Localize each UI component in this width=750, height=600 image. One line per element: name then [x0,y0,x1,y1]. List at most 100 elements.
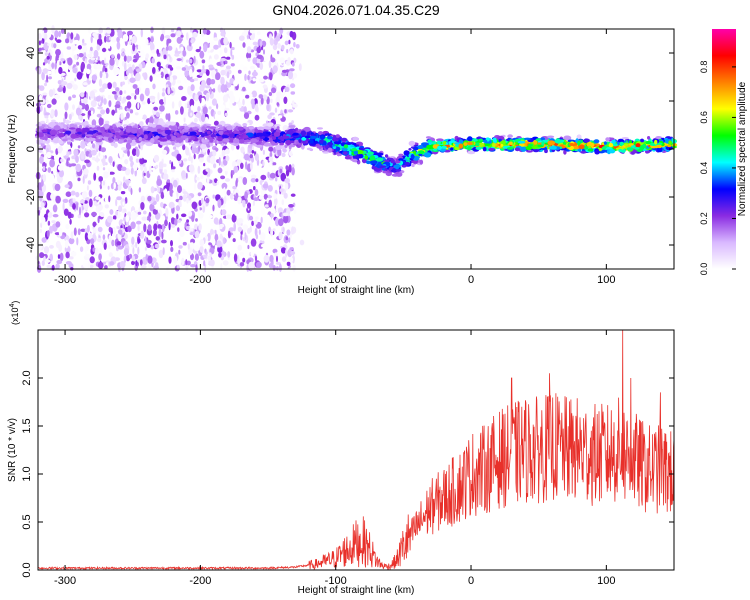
spectrogram-noise-cell [153,106,159,111]
spectrogram-noise-cell [231,54,235,60]
spectrogram-noise-cell [156,61,161,68]
spectrogram-noise-cell [243,112,250,119]
spectrogram-noise-cell [213,163,217,169]
spectrogram-noise-cell [168,256,172,264]
spectrogram-noise-cell [199,156,204,163]
spectrogram-noise-cell [225,65,231,70]
spectrogram-noise-cell [80,228,86,232]
spectrogram-noise-cell [102,157,106,167]
spectrogram-signal-cell [164,129,172,135]
spectrogram-signal-cell [62,138,68,142]
spectrogram-noise-cell [160,71,164,79]
spectrogram-signal-cell [324,133,332,136]
spectrogram-signal-cell [243,135,249,139]
spectrogram-noise-cell [270,57,276,63]
spectrogram-signal-cell [342,151,348,155]
spectrogram-signal-cell [132,125,139,128]
spectrogram-noise-cell [68,96,72,101]
spectrogram-noise-cell [135,52,140,61]
spectrogram-noise-cell [111,91,117,95]
spectrogram-noise-cell [104,265,108,270]
spectrogram-noise-cell [190,228,194,232]
spectrogram-noise-cell [280,247,287,254]
spectrogram-noise-cell [54,62,57,70]
spectrogram-signal-cell [351,158,358,163]
spectrogram-noise-cell [290,193,296,197]
spectrogram-noise-cell [248,70,251,75]
spectrogram-noise-cell [65,144,71,150]
spectrogram-y-tick-label: -20 [25,189,37,205]
spectrogram-noise-cell [231,263,236,270]
spectrogram-noise-cell [108,156,113,164]
spectrogram-noise-cell [249,28,255,34]
spectrogram-noise-cell [167,64,172,69]
spectrogram-noise-cell [181,67,187,71]
spectrogram-noise-cell [254,114,260,121]
spectrogram-signal-cell [384,167,388,172]
spectrogram-noise-cell [161,239,167,244]
spectrogram-signal-cell [288,125,296,128]
spectrogram-noise-cell [115,87,120,92]
spectrogram-signal-cell [286,129,294,135]
spectrogram-noise-cell [227,251,231,258]
spectrogram-noise-cell [76,237,79,246]
spectrogram-signal-cell [572,145,580,150]
spectrogram-noise-cell [49,245,54,249]
spectrogram-noise-cell [220,161,224,167]
spectrogram-noise-cell [91,74,98,81]
spectrogram-signal-cell [645,141,652,145]
spectrogram-signal-cell [601,149,607,153]
spectrogram-noise-cell [260,40,263,47]
spectrogram-noise-cell [176,58,182,62]
spectrogram-noise-cell [85,253,90,258]
spectrogram-signal-cell [458,143,464,149]
spectrogram-noise-cell [102,180,106,186]
spectrogram-noise-cell [190,84,195,92]
spectrogram-noise-cell [251,90,258,98]
spectrogram-noise-cell [255,57,261,64]
spectrogram-noise-cell [92,221,97,228]
spectrogram-noise-cell [129,77,136,83]
spectrogram-noise-cell [239,177,242,185]
spectrogram-noise-cell [217,245,223,253]
spectrogram-noise-cell [267,195,273,199]
spectrogram-noise-cell [41,179,44,187]
spectrogram-noise-cell [281,69,288,73]
spectrogram-noise-cell [288,39,291,45]
spectrogram-noise-cell [46,230,50,238]
spectrogram-noise-cell [126,179,130,187]
spectrogram-signal-cell [300,144,305,150]
spectrogram-noise-cell [215,72,221,81]
spectrogram-noise-cell [102,234,106,240]
spectrogram-noise-cell [201,68,206,74]
spectrogram-noise-cell [92,247,96,252]
spectrogram-noise-cell [229,78,235,84]
spectrogram-noise-cell [188,210,193,217]
spectrogram-noise-cell [51,220,56,224]
spectrogram-noise-cell [209,259,215,267]
spectrogram-noise-cell [217,84,222,93]
spectrogram-noise-cell [72,203,76,210]
spectrogram-noise-cell [176,219,182,223]
spectrogram-noise-cell [64,102,69,111]
spectrogram-signal-cell [148,122,153,127]
spectrogram-noise-cell [122,176,126,183]
spectrogram-noise-cell [99,87,105,93]
spectrogram-noise-cell [161,149,168,155]
spectrogram-noise-cell [161,215,166,223]
spectrogram-noise-cell [74,77,77,82]
spectrogram-noise-cell [192,31,198,38]
spectrogram-noise-cell [169,75,174,83]
snr-scale-base: (x10 [10,307,20,325]
spectrogram-noise-cell [59,109,64,115]
spectrogram-noise-cell [232,204,236,209]
spectrogram-noise-cell [70,190,76,196]
spectrogram-noise-cell [68,157,70,161]
spectrogram-signal-cell [408,140,416,146]
spectrogram-noise-cell [78,53,84,58]
snr-y-tick-label: 1.5 [21,418,33,433]
spectrogram-noise-cell [283,192,288,199]
spectrogram-noise-cell [142,170,145,179]
spectrogram-noise-cell [258,78,265,83]
